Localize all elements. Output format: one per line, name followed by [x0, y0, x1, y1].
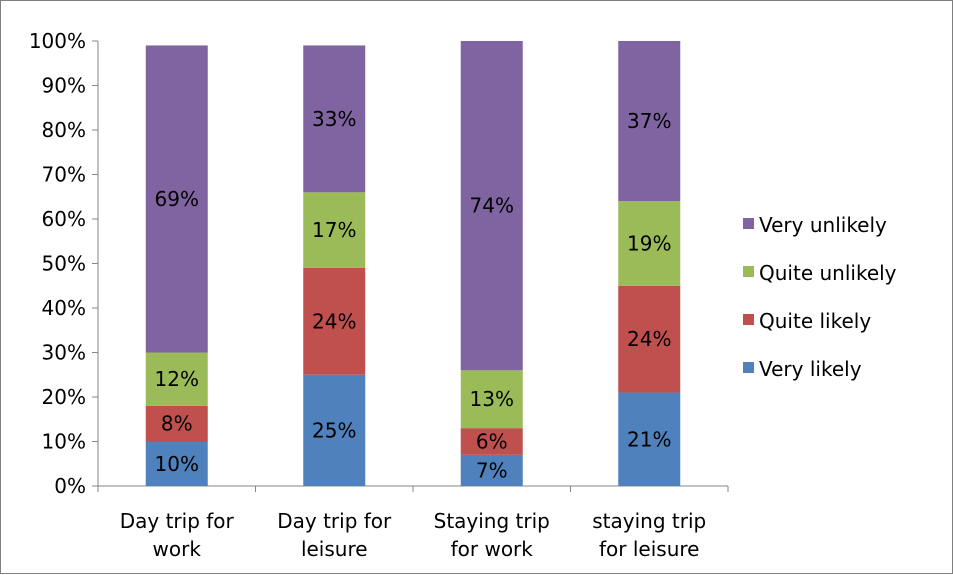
legend-label: Quite likely [759, 309, 871, 333]
bar-segment [618, 201, 681, 286]
chart-bars [145, 41, 681, 486]
y-tick-label: 40% [42, 296, 86, 320]
bar-segment [460, 428, 523, 455]
y-tick-label: 90% [42, 74, 86, 98]
y-tick-label: 20% [42, 385, 86, 409]
data-label: 6% [476, 430, 508, 454]
data-label: 24% [312, 309, 356, 333]
x-tick-label: for work [451, 537, 534, 561]
bar-segment [303, 267, 366, 375]
data-label: 13% [470, 387, 514, 411]
data-label: 25% [312, 418, 356, 442]
x-tick-label: for leisure [599, 537, 699, 561]
x-tick-label: work [153, 537, 202, 561]
bar-segment [460, 370, 523, 429]
bar-segment [303, 374, 366, 486]
data-label: 37% [627, 109, 671, 133]
chart-category-labels: Day trip for work Day trip for leisure Stayi… [120, 509, 707, 561]
bar-segment [618, 392, 681, 486]
y-tick-label: 10% [42, 430, 86, 454]
bar-segment [145, 45, 208, 353]
data-label: 21% [627, 427, 671, 451]
chart-legend: Very unlikely Quite unlikely Quite likely V… [743, 213, 897, 381]
bar-segment [618, 285, 681, 393]
y-tick-label: 60% [42, 207, 86, 231]
x-tick-label: staying trip [592, 509, 706, 533]
legend-swatch [743, 266, 754, 277]
data-label: 7% [476, 458, 508, 482]
bar-segment [145, 441, 208, 486]
bar-segment [460, 41, 523, 371]
y-tick-label: 70% [42, 163, 86, 187]
data-label: 33% [312, 107, 356, 131]
bar-segment [145, 405, 208, 442]
legend-swatch [743, 218, 754, 229]
y-tick-label: 0% [54, 474, 86, 498]
y-tick-label: 30% [42, 341, 86, 365]
y-tick-label: 100% [29, 29, 86, 53]
legend-label: Quite unlikely [759, 261, 897, 285]
data-label: 19% [627, 231, 671, 255]
legend-swatch [743, 314, 754, 325]
x-tick-label: Staying trip [434, 509, 550, 533]
chart-data-labels: 10% 8% 12% 69% 25% 24% 17% 33% 7% 6% 13% 74% 21% 24% 1… [155, 107, 672, 483]
y-tick-label: 80% [42, 118, 86, 142]
x-tick-label: leisure [301, 537, 368, 561]
legend-label: Very unlikely [759, 213, 887, 237]
data-label: 10% [155, 452, 199, 476]
bar-segment [618, 41, 681, 202]
data-label: 12% [155, 367, 199, 391]
x-tick-label: Day trip for [120, 509, 235, 533]
x-tick-label: Day trip for [277, 509, 392, 533]
chart-axes: 0% 10% 20% 30% 40% 50% 60% 70% 80% 90% 100% [29, 29, 729, 498]
legend-swatch [743, 362, 754, 373]
bar-segment [145, 352, 208, 406]
legend-label: Very likely [759, 357, 862, 381]
bar-segment [303, 45, 366, 193]
data-label: 17% [312, 218, 356, 242]
bar-segment [460, 454, 523, 486]
data-label: 69% [155, 187, 199, 211]
data-label: 24% [627, 327, 671, 351]
data-label: 74% [470, 194, 514, 218]
y-tick-label: 50% [42, 252, 86, 276]
data-label: 8% [161, 412, 193, 436]
bar-segment [303, 192, 366, 268]
